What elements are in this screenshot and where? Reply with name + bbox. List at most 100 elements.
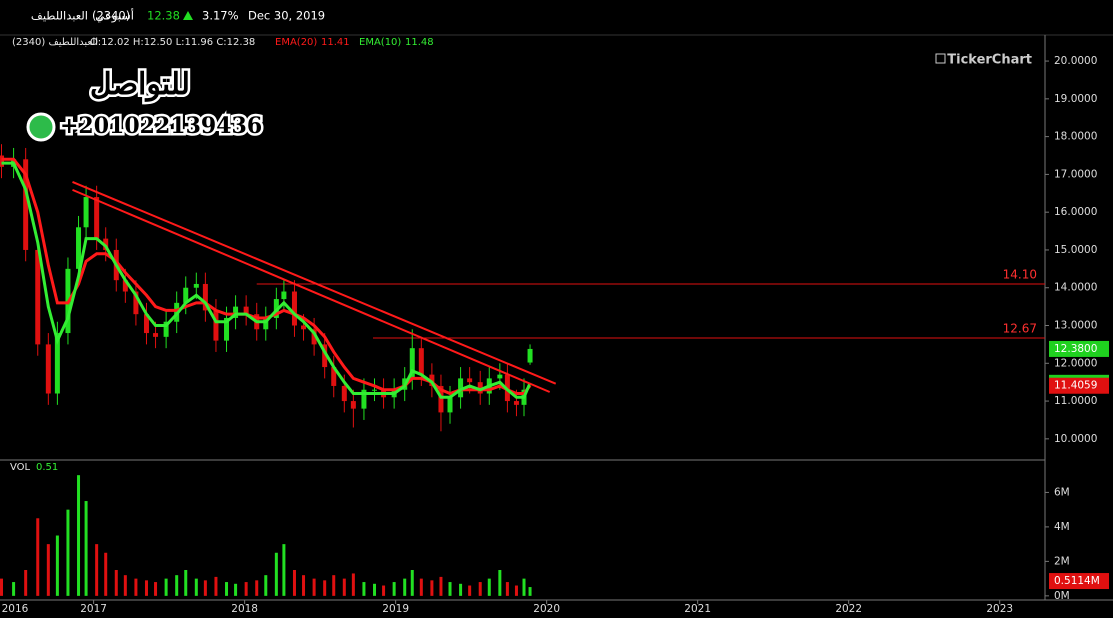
level-label: 14.10: [1003, 267, 1037, 281]
volume-bar: [468, 585, 472, 596]
candle-body: [341, 385, 347, 402]
candle-body: [301, 325, 307, 330]
candle-body: [76, 227, 82, 269]
candle-body: [94, 197, 100, 239]
candle-body: [23, 159, 29, 250]
candle-body: [0, 155, 5, 167]
volume-label: VOL: [10, 462, 31, 473]
volume-bar: [419, 578, 423, 596]
candle-body: [263, 317, 269, 330]
volume-bar: [282, 544, 286, 596]
y-tick-label: 17.0000: [1054, 168, 1097, 180]
y2-tick-label: 2M: [1054, 555, 1070, 567]
y-tick-label: 20.0000: [1054, 55, 1097, 67]
x-tick-label: 2018: [231, 603, 258, 615]
volume-bar: [36, 518, 40, 596]
y-tick-label: 13.0000: [1054, 320, 1097, 332]
candle-body: [438, 385, 444, 413]
trendline: [72, 181, 557, 385]
volume-bar: [0, 578, 4, 596]
volume-bar: [274, 552, 278, 596]
trendline: [72, 188, 551, 393]
candle-body: [153, 333, 159, 337]
candle-body: [527, 348, 533, 363]
candle-body: [193, 283, 199, 288]
volume-bar: [351, 573, 355, 596]
candle-body: [322, 344, 328, 368]
volume-bar: [144, 580, 148, 596]
legend-value: 11.41: [321, 37, 350, 48]
date: Dec 30, 2019: [248, 9, 325, 23]
volume-marker-label: 0.5114M: [1054, 575, 1100, 587]
y-tick-label: 15.0000: [1054, 244, 1097, 256]
stock-name: العبداللطيف: [31, 9, 88, 23]
whatsapp-icon: [26, 112, 56, 142]
y2-tick-label: 0M: [1054, 590, 1070, 602]
volume-bar: [362, 582, 366, 596]
candle-body: [83, 197, 89, 228]
volume-bar: [505, 582, 509, 596]
volume-bar: [459, 583, 463, 596]
candle-body: [447, 397, 453, 413]
volume-bar: [234, 583, 238, 596]
candle-body: [350, 401, 356, 409]
up-arrow: [183, 11, 193, 20]
price-marker-label: 11.4059: [1054, 380, 1097, 392]
volume-bar: [184, 570, 188, 596]
volume-bar: [114, 570, 118, 596]
volume-bar: [323, 580, 327, 596]
legend-name: EMA(10): [359, 37, 401, 48]
candle-body: [513, 401, 519, 405]
y-tick-label: 19.0000: [1054, 93, 1097, 105]
y-tick-label: 12.0000: [1054, 357, 1097, 369]
x-tick-label: 2016: [2, 603, 29, 615]
volume-bar: [522, 578, 526, 596]
volume-bar: [528, 587, 532, 596]
candle-body: [429, 374, 435, 386]
volume-bar: [487, 578, 491, 596]
volume-bar: [373, 583, 377, 596]
x-tick-label: 2022: [835, 603, 862, 615]
y-tick-label: 18.0000: [1054, 131, 1097, 143]
candle-body: [54, 333, 60, 394]
volume-bar: [392, 582, 396, 596]
volume-marker: [1049, 573, 1109, 590]
volume-bar: [439, 576, 443, 596]
volume-bar: [104, 552, 108, 596]
y-tick-label: 16.0000: [1054, 206, 1097, 218]
volume-bar: [312, 578, 316, 596]
y-tick-label: 10.0000: [1054, 433, 1097, 445]
contact-text: للتواصل: [90, 67, 190, 102]
level-label: 12.67: [1003, 321, 1037, 335]
volume-bar: [342, 578, 346, 596]
legend-name: العبداللطيف (2340): [12, 37, 98, 48]
price-marker-label: 12.3800: [1054, 343, 1097, 355]
candle-body: [143, 314, 149, 334]
volume-bar: [244, 582, 248, 596]
stock-code: (2340): [92, 9, 130, 23]
candle-body: [243, 306, 249, 315]
volume-bar: [84, 501, 88, 596]
x-tick-label: 2017: [80, 603, 107, 615]
volume-bar: [77, 475, 81, 596]
candle-body: [133, 291, 139, 315]
ema-line: [1, 161, 532, 399]
volume-bar: [164, 578, 168, 596]
candle-body: [122, 280, 128, 292]
volume-bar: [134, 578, 138, 596]
candle-body: [497, 374, 503, 379]
candle-body: [233, 306, 239, 318]
volume-bar: [264, 575, 268, 596]
candle-body: [45, 344, 51, 394]
volume-bar: [448, 582, 452, 596]
y-tick-label: 14.0000: [1054, 282, 1097, 294]
contact-phone: +201022139436: [60, 113, 262, 139]
candle-body: [291, 291, 297, 326]
x-tick-label: 2021: [684, 603, 711, 615]
period: أسبوعي: [95, 8, 134, 24]
y2-tick-label: 6M: [1054, 486, 1070, 498]
volume-bar: [175, 575, 179, 596]
price-marker: [1049, 340, 1109, 357]
watermark: TickerChart: [947, 53, 1032, 68]
candle-body: [418, 348, 424, 375]
